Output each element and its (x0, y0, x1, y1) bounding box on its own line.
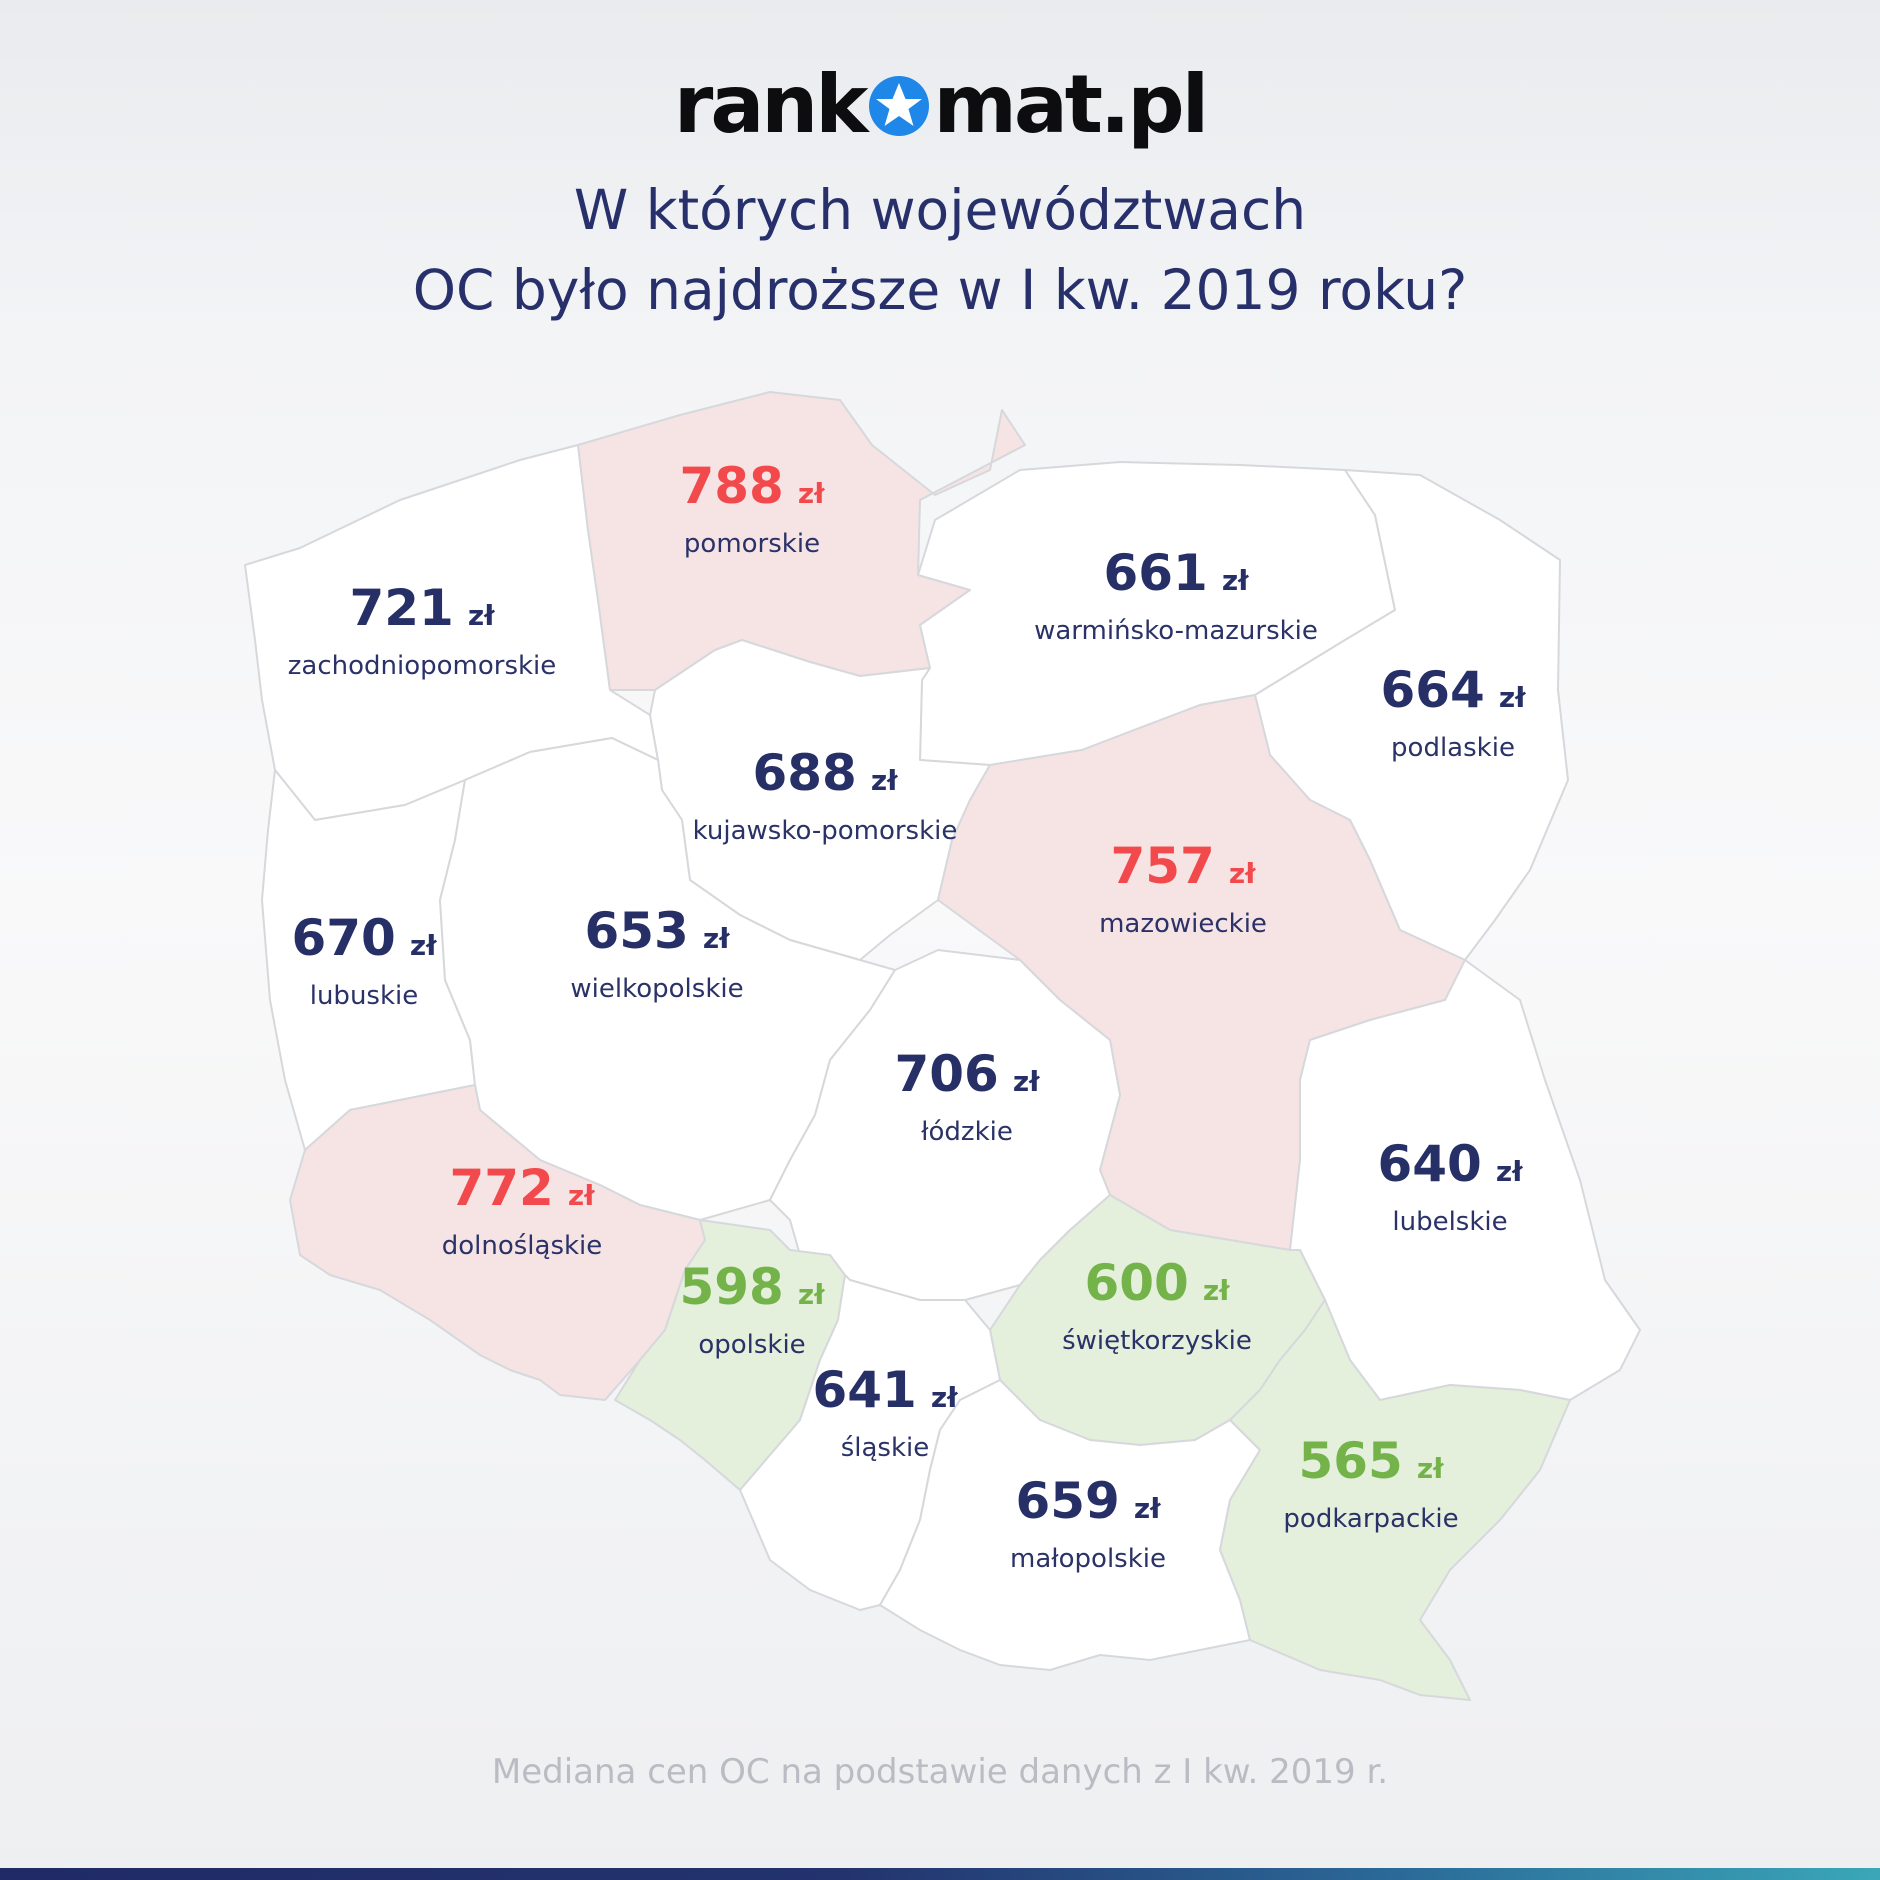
value-unit: zł (1221, 564, 1249, 597)
region-label-lodzkie: 706 zł łódzkie (894, 1046, 1039, 1150)
region-label-malopolskie: 659 zł małopolskie (1010, 1473, 1166, 1577)
region-label-lubuskie: 670 zł lubuskie (291, 910, 436, 1014)
region-value: 688 zł (693, 745, 958, 809)
region-label-wielkopolskie: 653 zł wielkopolskie (570, 903, 743, 1007)
region-shape-lodzkie (769, 949, 1121, 1301)
region-value: 670 zł (291, 910, 436, 974)
value-unit: zł (702, 922, 730, 955)
value-number: 757 (1110, 837, 1215, 895)
value-unit: zł (467, 599, 495, 632)
region-name: małopolskie (1009, 1544, 1167, 1574)
value-number: 661 (1103, 544, 1208, 602)
region-value: 706 zł (894, 1046, 1039, 1110)
value-number: 659 (1015, 1472, 1120, 1530)
region-value: 721 zł (288, 580, 557, 644)
region-value: 788 zł (679, 458, 824, 522)
value-unit: zł (797, 1278, 825, 1311)
region-label-pomorskie: 788 zł pomorskie (679, 458, 824, 562)
title-line-1: W których województwach (573, 178, 1307, 242)
value-number: 772 (449, 1159, 554, 1217)
bottom-gradient-bar (0, 1868, 1880, 1880)
value-unit: zł (1228, 857, 1256, 890)
region-name: lubelskie (1392, 1207, 1508, 1237)
region-value: 664 zł (1380, 662, 1525, 726)
region-label-mazowieckie: 757 zł mazowieckie (1099, 838, 1267, 942)
region-name: lubuskie (309, 981, 419, 1011)
region-shape-podkarpackie (1219, 1299, 1571, 1701)
footnote: Mediana cen OC na podstawie danych z I k… (491, 1752, 1389, 1792)
value-number: 664 (1380, 661, 1485, 719)
value-number: 653 (584, 902, 689, 960)
region-name: warmińsko-mazurskie (1034, 616, 1318, 646)
region-name: pomorskie (683, 529, 821, 559)
region-name: dolnośląskie (441, 1231, 603, 1261)
region-name: śląskie (840, 1433, 930, 1463)
value-unit: zł (1416, 1452, 1444, 1485)
value-number: 600 (1084, 1254, 1189, 1312)
region-value: 653 zł (570, 903, 743, 967)
value-number: 640 (1377, 1135, 1482, 1193)
value-number: 598 (679, 1258, 784, 1316)
value-number: 688 (752, 744, 857, 802)
region-value: 565 zł (1283, 1433, 1458, 1497)
star-icon (867, 74, 931, 138)
value-number: 641 (812, 1361, 917, 1419)
region-label-swietokrzyskie: 600 zł świętkorzyskie (1062, 1255, 1252, 1359)
region-name: zachodniopomorskie (287, 651, 557, 681)
region-value: 640 zł (1377, 1136, 1522, 1200)
value-unit: zł (1012, 1065, 1040, 1098)
region-label-kujawsko-pomorskie: 688 zł kujawsko-pomorskie (693, 745, 958, 849)
region-value: 659 zł (1010, 1473, 1166, 1537)
region-name: mazowieckie (1099, 909, 1267, 939)
region-value: 641 zł (812, 1362, 957, 1426)
region-name: kujawsko-pomorskie (692, 816, 958, 846)
region-name: podlaskie (1391, 733, 1515, 763)
brand-logo: rank mat.pl (0, 58, 1880, 151)
region-label-zachodniopomorskie: 721 zł zachodniopomorskie (288, 580, 557, 684)
value-unit: zł (797, 477, 825, 510)
region-label-podkarpackie: 565 zł podkarpackie (1283, 1433, 1458, 1537)
value-number: 721 (349, 579, 454, 637)
value-number: 565 (1298, 1432, 1403, 1490)
value-unit: zł (1495, 1155, 1523, 1188)
value-unit: zł (409, 929, 437, 962)
value-unit: zł (870, 764, 898, 797)
brand-prefix: rank (673, 58, 869, 151)
region-value: 600 zł (1062, 1255, 1252, 1319)
value-number: 670 (291, 909, 396, 967)
region-label-dolnoslaskie: 772 zł dolnośląskie (442, 1160, 603, 1264)
value-unit: zł (930, 1381, 958, 1414)
value-unit: zł (1133, 1492, 1161, 1525)
value-unit: zł (567, 1179, 595, 1212)
region-value: 757 zł (1099, 838, 1267, 902)
region-name: opolskie (698, 1330, 806, 1360)
value-unit: zł (1202, 1274, 1230, 1307)
region-value: 772 zł (442, 1160, 603, 1224)
region-name: podkarpackie (1283, 1504, 1459, 1534)
value-unit: zł (1498, 681, 1526, 714)
region-value: 598 zł (679, 1259, 824, 1323)
region-name: wielkopolskie (570, 974, 744, 1004)
region-label-opolskie: 598 zł opolskie (679, 1259, 824, 1363)
region-label-warminsko-mazurskie: 661 zł warmińsko-mazurskie (1034, 545, 1318, 649)
value-number: 788 (679, 457, 784, 515)
page-title: W których województwach OC było najdrożs… (0, 170, 1880, 330)
title-line-2: OC było najdroższe w I kw. 2019 roku? (412, 258, 1468, 322)
region-name: łódzkie (921, 1117, 1013, 1147)
region-name: świętkorzyskie (1062, 1326, 1252, 1356)
brand-suffix: mat.pl (933, 58, 1209, 151)
region-label-lubelskie: 640 zł lubelskie (1377, 1136, 1522, 1240)
region-label-podlaskie: 664 zł podlaskie (1380, 662, 1525, 766)
value-number: 706 (894, 1045, 999, 1103)
region-label-slaskie: 641 zł śląskie (812, 1362, 957, 1466)
region-shape-malopolskie (879, 1379, 1261, 1671)
region-value: 661 zł (1034, 545, 1318, 609)
